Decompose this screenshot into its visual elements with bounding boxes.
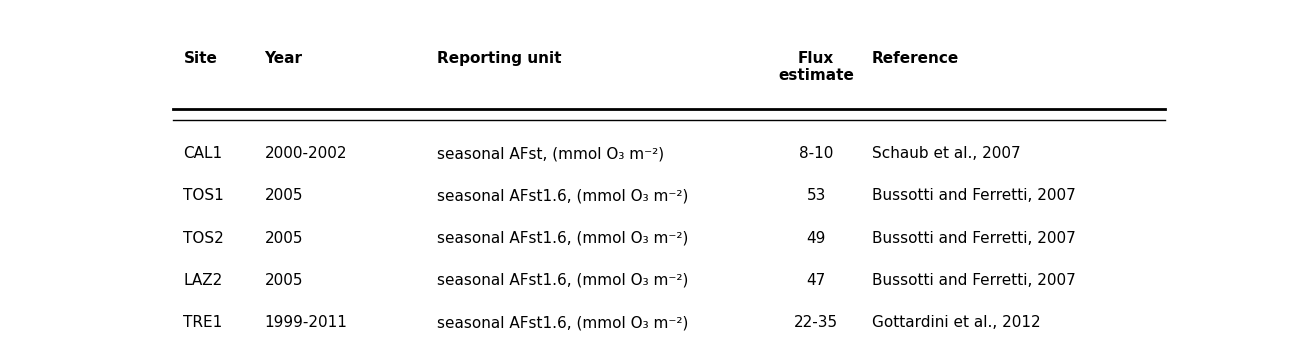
Text: 1999-2011: 1999-2011 bbox=[265, 315, 347, 330]
Text: seasonal AFst1.6, (mmol O₃ m⁻²): seasonal AFst1.6, (mmol O₃ m⁻²) bbox=[436, 315, 688, 330]
Text: Schaub et al., 2007: Schaub et al., 2007 bbox=[872, 146, 1020, 161]
Text: Bussotti and Ferretti, 2007: Bussotti and Ferretti, 2007 bbox=[872, 273, 1076, 288]
Text: Flux
estimate: Flux estimate bbox=[778, 51, 854, 83]
Text: 47: 47 bbox=[807, 273, 825, 288]
Text: TRE1: TRE1 bbox=[183, 315, 223, 330]
Text: seasonal AFst1.6, (mmol O₃ m⁻²): seasonal AFst1.6, (mmol O₃ m⁻²) bbox=[436, 230, 688, 246]
Text: Site: Site bbox=[183, 51, 217, 65]
Text: 2005: 2005 bbox=[265, 188, 303, 203]
Text: 2005: 2005 bbox=[265, 230, 303, 246]
Text: seasonal AFst1.6, (mmol O₃ m⁻²): seasonal AFst1.6, (mmol O₃ m⁻²) bbox=[436, 188, 688, 203]
Text: LAZ2: LAZ2 bbox=[183, 273, 223, 288]
Text: 2005: 2005 bbox=[265, 273, 303, 288]
Text: 8-10: 8-10 bbox=[799, 146, 833, 161]
Text: Bussotti and Ferretti, 2007: Bussotti and Ferretti, 2007 bbox=[872, 230, 1076, 246]
Text: Gottardini et al., 2012: Gottardini et al., 2012 bbox=[872, 315, 1041, 330]
Text: seasonal AFst, (mmol O₃ m⁻²): seasonal AFst, (mmol O₃ m⁻²) bbox=[436, 146, 663, 161]
Text: Reference: Reference bbox=[872, 51, 959, 65]
Text: seasonal AFst1.6, (mmol O₃ m⁻²): seasonal AFst1.6, (mmol O₃ m⁻²) bbox=[436, 273, 688, 288]
Text: Year: Year bbox=[265, 51, 303, 65]
Text: Reporting unit: Reporting unit bbox=[436, 51, 562, 65]
Text: TOS2: TOS2 bbox=[183, 230, 225, 246]
Text: 49: 49 bbox=[806, 230, 825, 246]
Text: TOS1: TOS1 bbox=[183, 188, 225, 203]
Text: Bussotti and Ferretti, 2007: Bussotti and Ferretti, 2007 bbox=[872, 188, 1076, 203]
Text: 2000-2002: 2000-2002 bbox=[265, 146, 347, 161]
Text: CAL1: CAL1 bbox=[183, 146, 222, 161]
Text: 22-35: 22-35 bbox=[794, 315, 838, 330]
Text: 53: 53 bbox=[806, 188, 825, 203]
